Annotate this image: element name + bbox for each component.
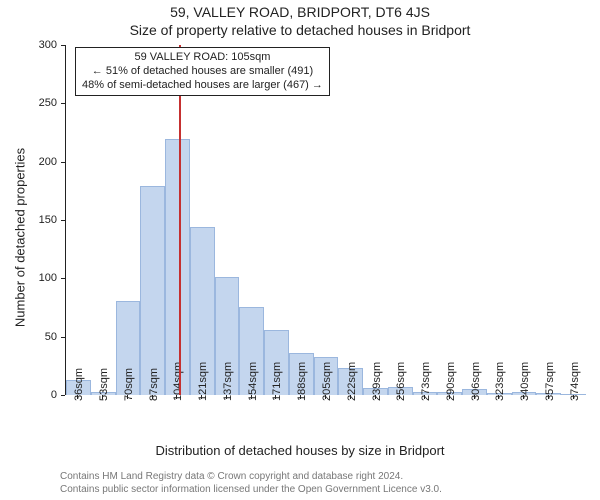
x-tick-label: 306sqm [470,362,482,401]
x-tick-label: 154sqm [247,362,259,401]
y-tick-label: 150 [39,214,65,226]
y-tick-label: 300 [39,39,65,51]
x-tick-label: 290sqm [445,362,457,401]
x-tick-label: 87sqm [148,368,160,401]
annotation-line3: 48% of semi-detached houses are larger (… [82,79,323,93]
plot-area: 050100150200250300 36sqm53sqm70sqm87sqm1… [65,45,585,395]
chart-container: 59, VALLEY ROAD, BRIDPORT, DT6 4JS Size … [0,0,600,500]
x-axis-label: Distribution of detached houses by size … [0,443,600,458]
x-tick-label: 340sqm [519,362,531,401]
x-tick-label: 273sqm [420,362,432,401]
attribution-line2: Contains public sector information licen… [60,484,442,497]
x-tick-label: 121sqm [197,362,209,401]
x-tick-label: 374sqm [569,362,581,401]
chart-title-line1: 59, VALLEY ROAD, BRIDPORT, DT6 4JS [0,4,600,20]
y-tick-label: 200 [39,156,65,168]
y-tick-label: 250 [39,97,65,109]
x-tick-label: 137sqm [222,362,234,401]
reference-line [179,45,181,395]
annotation-box: 59 VALLEY ROAD: 105sqm ← 51% of detached… [75,47,330,96]
y-axis-label: Number of detached properties [13,128,28,348]
x-tick-label: 323sqm [494,362,506,401]
annotation-line2: ← 51% of detached houses are smaller (49… [82,65,323,79]
bars-group [65,45,585,395]
y-tick-label: 100 [39,272,65,284]
attribution-text: Contains HM Land Registry data © Crown c… [60,471,442,496]
x-tick-label: 205sqm [321,362,333,401]
x-tick-label: 188sqm [296,362,308,401]
annotation-line1: 59 VALLEY ROAD: 105sqm [82,51,323,65]
x-tick-label: 53sqm [98,368,110,401]
y-tick-label: 0 [51,389,65,401]
bar [140,186,165,395]
x-tick-label: 239sqm [371,362,383,401]
y-tick-label: 50 [45,331,65,343]
x-tick-label: 357sqm [544,362,556,401]
bar [165,139,190,396]
x-tick-label: 222sqm [346,362,358,401]
attribution-line1: Contains HM Land Registry data © Crown c… [60,471,442,484]
chart-title-line2: Size of property relative to detached ho… [0,22,600,38]
x-tick-label: 70sqm [123,368,135,401]
x-tick-label: 171sqm [271,362,283,401]
x-tick-label: 36sqm [73,368,85,401]
x-tick-label: 256sqm [395,362,407,401]
